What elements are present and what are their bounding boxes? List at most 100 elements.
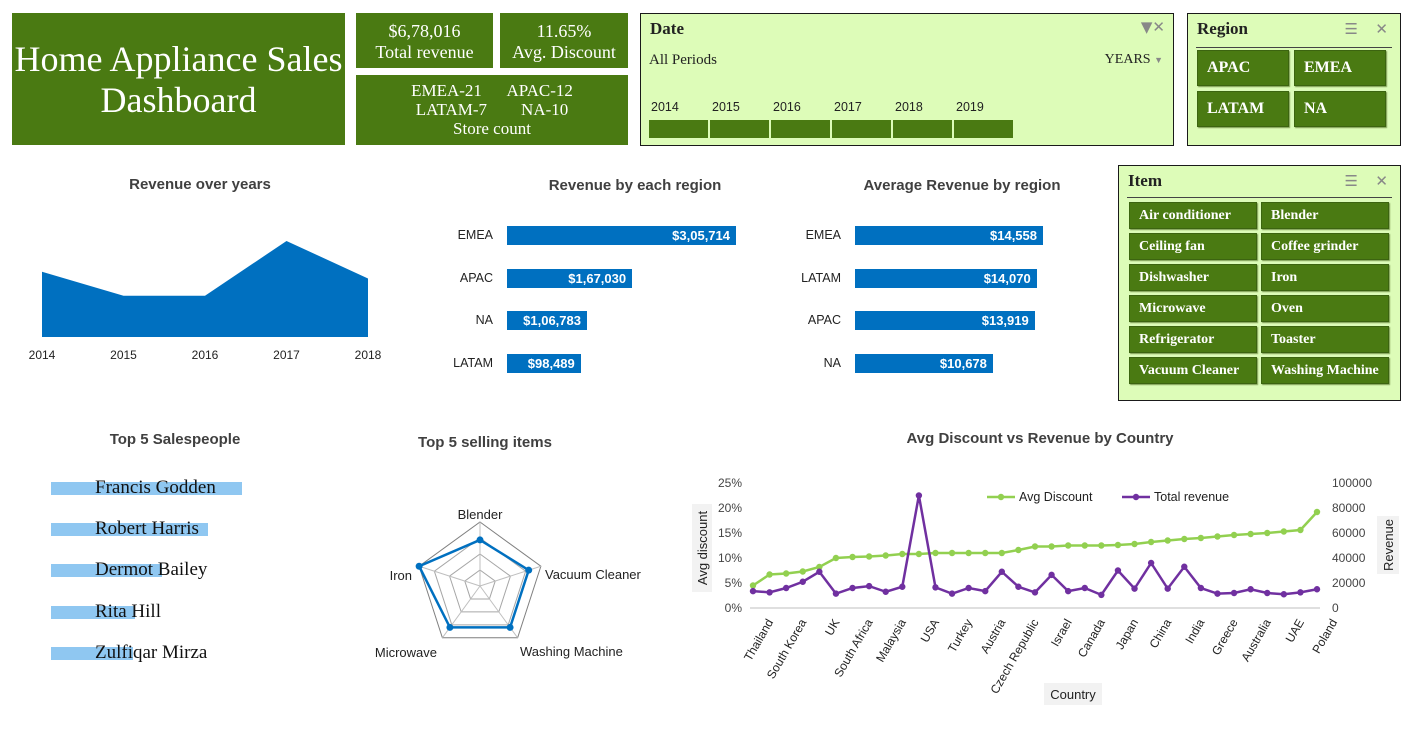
region-button[interactable]: LATAM xyxy=(1197,91,1289,127)
series-point xyxy=(882,588,889,595)
series-point xyxy=(1081,542,1088,549)
clear-filter-icon[interactable]: ✕ xyxy=(1375,20,1388,38)
item-button[interactable]: Iron xyxy=(1261,264,1389,291)
timeline-year-bar[interactable] xyxy=(893,120,953,138)
total-revenue-card: $6,78,016 Total revenue xyxy=(356,13,493,68)
item-button[interactable]: Air conditioner xyxy=(1129,202,1257,229)
series-point xyxy=(1048,571,1055,579)
item-button[interactable]: Coffee grinder xyxy=(1261,233,1389,260)
radar-point xyxy=(446,623,454,631)
series-point xyxy=(1280,591,1288,598)
series-point xyxy=(1181,563,1188,570)
chevron-down-icon: ▼ xyxy=(1154,55,1163,65)
salesperson-name: Rita Hill xyxy=(95,600,161,622)
data-bar: $14,070 xyxy=(855,268,1037,288)
x-tick-label: Austria xyxy=(978,616,1009,656)
series-point xyxy=(832,554,840,562)
region-button[interactable]: APAC xyxy=(1197,50,1289,86)
x-tick-label: UAE xyxy=(1283,617,1307,645)
series-point xyxy=(766,571,773,578)
item-button[interactable]: Oven xyxy=(1261,295,1389,322)
series-point xyxy=(899,583,906,590)
series-point xyxy=(816,563,823,571)
item-button[interactable]: Blender xyxy=(1261,202,1389,229)
store-count-line1: EMEA-21 APAC-12 xyxy=(411,81,573,100)
category-label: LATAM xyxy=(801,270,841,285)
timeline-year-bar[interactable] xyxy=(710,120,770,138)
category-label: EMEA xyxy=(457,228,493,242)
salesperson-bar xyxy=(51,482,242,495)
series-point xyxy=(932,549,939,557)
store-count-card: EMEA-21 APAC-12 LATAM-7 NA-10 Store coun… xyxy=(356,75,628,145)
series-point xyxy=(1181,535,1188,543)
multi-select-icon[interactable]: ☰ xyxy=(1344,172,1358,190)
radar-grid-ring xyxy=(448,553,512,613)
series-point xyxy=(1147,559,1155,567)
time-level-dropdown[interactable]: YEARS ▼ xyxy=(1105,52,1163,68)
timeline-year-label: 2014 xyxy=(651,100,679,114)
salesperson-bar xyxy=(51,605,136,619)
timeline-year-bar[interactable] xyxy=(954,120,1014,138)
data-bar: $3,05,714 xyxy=(507,226,736,245)
clear-filter-icon[interactable]: ✕ xyxy=(1375,172,1388,190)
region-slicer-title: Region xyxy=(1197,19,1248,38)
series-point xyxy=(1147,538,1155,546)
series-point xyxy=(899,550,906,558)
x-tick-label: Australia xyxy=(1238,616,1274,664)
item-button[interactable]: Refrigerator xyxy=(1129,326,1257,353)
item-button[interactable]: Vacuum Cleaner xyxy=(1129,357,1257,384)
region-button[interactable]: NA xyxy=(1294,91,1386,127)
x-tick-label: 2017 xyxy=(273,348,300,362)
timeline-years: 2014 2015 2016 2017 2018 2019 xyxy=(649,100,1014,140)
x-tick-label: China xyxy=(1146,616,1174,650)
data-label: $1,06,783 xyxy=(523,313,581,328)
series-point xyxy=(1114,541,1122,549)
x-tick-label: Canada xyxy=(1075,616,1108,660)
date-period-label: All Periods xyxy=(649,52,717,68)
radar-point xyxy=(506,623,514,631)
x-tick-label: 2018 xyxy=(355,348,382,362)
radar-point xyxy=(476,536,484,544)
region-button[interactable]: EMEA xyxy=(1294,50,1386,86)
series-point xyxy=(982,549,989,557)
timeline-year-label: 2019 xyxy=(956,100,984,114)
series-point xyxy=(749,587,757,595)
x-tick-label: UK xyxy=(822,617,842,638)
region-slicer: Region ☰ ✕ APAC EMEA LATAM NA xyxy=(1187,13,1401,146)
x-tick-label: 2016 xyxy=(192,348,219,362)
item-button[interactable]: Washing Machine xyxy=(1261,357,1389,384)
series-point xyxy=(1064,587,1072,595)
revenue-over-years-chart: 2014 2015 2016 2017 2018 xyxy=(29,241,382,362)
y2-axis-title-bg xyxy=(1377,516,1399,574)
y-tick-label: 20% xyxy=(718,501,742,515)
data-label: $10,678 xyxy=(939,355,987,371)
y-axis-title: Avg discount xyxy=(695,511,710,586)
series-point xyxy=(1214,590,1221,597)
timeline-year-bar[interactable] xyxy=(832,120,892,138)
timeline-year-bar[interactable] xyxy=(649,120,709,138)
series-point xyxy=(965,584,972,592)
region-revenue-chart: EMEA $3,05,714 APAC $1,67,030 NA $1,06,783 LAT… xyxy=(420,218,780,378)
item-button[interactable]: Microwave xyxy=(1129,295,1257,322)
x-axis-title-bg xyxy=(1044,683,1102,705)
total-revenue-value: $6,78,016 xyxy=(388,21,461,41)
x-tick-label: Turkey xyxy=(945,617,975,655)
category-label: APAC xyxy=(459,270,493,285)
salesperson-name: Robert Harris xyxy=(95,518,199,540)
clear-filter-icon[interactable]: ▼✕ xyxy=(1140,18,1165,36)
item-button[interactable]: Toaster xyxy=(1261,326,1389,353)
series-point xyxy=(882,552,889,559)
salespeople-title: Top 5 Salespeople xyxy=(109,431,241,448)
series-point xyxy=(915,550,923,558)
y-tick-label: 5% xyxy=(725,576,743,590)
area-chart-title: Revenue over years xyxy=(129,176,271,193)
item-button[interactable]: Ceiling fan xyxy=(1129,233,1257,260)
timeline-year-bar[interactable] xyxy=(771,120,831,138)
multi-select-icon[interactable]: ☰ xyxy=(1344,20,1358,38)
series-point xyxy=(1098,542,1105,549)
series-point xyxy=(1313,508,1321,516)
series-point xyxy=(1064,542,1072,549)
series-point xyxy=(1247,586,1254,593)
item-button[interactable]: Dishwasher xyxy=(1129,264,1257,291)
item-slicer-title: Item xyxy=(1128,171,1162,190)
